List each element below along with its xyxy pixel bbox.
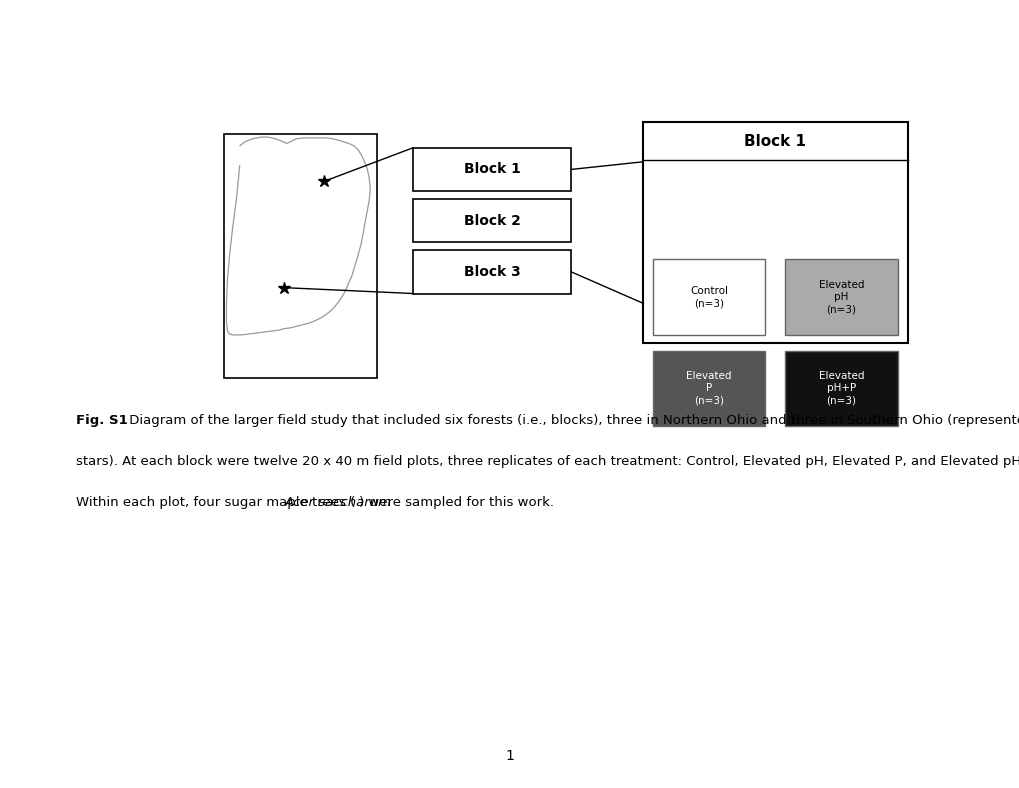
Text: Block 1: Block 1 bbox=[464, 162, 520, 177]
Bar bbox=[413, 147, 571, 191]
Bar bbox=[413, 199, 571, 243]
Text: Elevated
pH+P
(n=3): Elevated pH+P (n=3) bbox=[818, 371, 863, 406]
Text: stars). At each block were twelve 20 x 40 m field plots, three replicates of eac: stars). At each block were twelve 20 x 4… bbox=[76, 455, 1019, 467]
Text: Block 3: Block 3 bbox=[464, 265, 520, 279]
Text: Control
(n=3): Control (n=3) bbox=[689, 286, 728, 308]
Bar bbox=[652, 259, 764, 335]
Text: Fig. S1: Fig. S1 bbox=[76, 414, 128, 426]
Text: Within each plot, four sugar maple trees (: Within each plot, four sugar maple trees… bbox=[76, 496, 356, 508]
Bar bbox=[652, 351, 764, 426]
Text: 1: 1 bbox=[505, 749, 514, 764]
Bar bbox=[642, 122, 907, 343]
Bar bbox=[785, 259, 897, 335]
Text: Elevated
pH
(n=3): Elevated pH (n=3) bbox=[818, 280, 863, 314]
Text: Acer saccharum: Acer saccharum bbox=[284, 496, 391, 508]
Bar bbox=[413, 251, 571, 294]
Text: Block 1: Block 1 bbox=[744, 133, 805, 149]
Text: ) were sampled for this work.: ) were sampled for this work. bbox=[359, 496, 553, 508]
Text: Elevated
P
(n=3): Elevated P (n=3) bbox=[686, 371, 731, 406]
Bar bbox=[224, 134, 377, 378]
Text: Block 2: Block 2 bbox=[464, 214, 520, 228]
Bar bbox=[785, 351, 897, 426]
Text: Diagram of the larger field study that included six forests (i.e., blocks), thre: Diagram of the larger field study that i… bbox=[125, 414, 1019, 426]
